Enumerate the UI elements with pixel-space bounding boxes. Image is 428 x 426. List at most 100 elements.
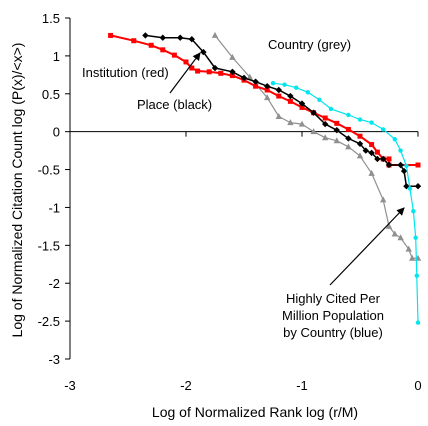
data-point [148, 42, 154, 48]
series-institution-line [110, 34, 418, 166]
x-axis: -3 -2 -1 0 [64, 131, 422, 393]
y-tick-label: -3 [48, 352, 60, 367]
y-tick-label: 0 [53, 125, 60, 140]
y-tick-label: -1.5 [38, 238, 60, 253]
data-point [317, 97, 322, 103]
data-point [282, 82, 287, 87]
data-point [333, 137, 340, 144]
data-point [310, 128, 317, 135]
data-point [368, 149, 375, 157]
data-point [397, 234, 404, 241]
data-point [409, 254, 416, 261]
data-point [386, 156, 392, 162]
data-point [415, 162, 421, 168]
data-point [356, 140, 364, 147]
x-tick-label: -2 [180, 378, 192, 393]
x-axis-title: Log of Normalized Rank log (r/M) [152, 404, 358, 420]
annotation-country: Country (grey) [268, 37, 351, 52]
data-point [195, 68, 201, 74]
data-point [142, 32, 149, 39]
annotation-institution: Institution (red) [82, 65, 169, 80]
data-point [392, 137, 397, 142]
data-point [415, 320, 421, 325]
annotation-place-arrow [169, 52, 201, 94]
data-point [211, 64, 219, 72]
series-layer [108, 31, 422, 325]
data-point [414, 273, 420, 278]
series-highly-cited [270, 80, 421, 325]
y-axis: -3 -2.5 -2 -1.5 -1 -0.5 0 0.5 1 1.5 [38, 11, 71, 367]
x-tick-label: -1 [296, 378, 308, 393]
y-tick-label: 0.5 [42, 87, 60, 102]
data-point [369, 120, 374, 125]
data-point [218, 70, 224, 76]
data-point [345, 143, 352, 150]
data-point [362, 147, 369, 154]
data-point [287, 119, 294, 126]
data-point [404, 163, 409, 168]
data-point [385, 222, 393, 229]
data-point [264, 94, 271, 101]
data-point [264, 83, 271, 90]
data-point [345, 135, 352, 142]
data-point [381, 127, 386, 132]
data-point [264, 87, 270, 93]
data-point [275, 86, 282, 94]
data-point [334, 120, 340, 126]
data-point [159, 34, 166, 41]
annotation-highly-cited-arrow [329, 207, 405, 286]
annotation-highly-cited-line: Highly Cited Per [286, 291, 381, 306]
data-point [211, 31, 219, 38]
data-point [328, 106, 334, 112]
data-point [108, 32, 114, 38]
data-point [229, 68, 236, 76]
data-point [400, 167, 408, 175]
annotation-highly-cited-line: Million Population [282, 308, 384, 323]
data-point [171, 52, 177, 58]
data-point [374, 155, 381, 163]
data-point [356, 152, 364, 159]
data-point [305, 90, 310, 95]
data-point [310, 109, 317, 116]
data-point [177, 34, 184, 41]
data-point [275, 113, 282, 120]
annotation-highly-cited-line: by Country (blue) [283, 325, 383, 340]
data-point [385, 161, 393, 169]
data-point [357, 133, 363, 139]
data-point [188, 36, 195, 43]
data-point [287, 98, 293, 104]
y-tick-label: 1.5 [42, 11, 60, 26]
annotations: Institution (red) Place (black) Country (g… [82, 37, 405, 340]
data-point [405, 245, 412, 252]
data-point [333, 126, 340, 134]
data-point [298, 120, 306, 127]
data-point [368, 169, 375, 176]
data-point [322, 120, 329, 128]
data-point [411, 209, 416, 214]
y-axis-title: Log of Normalized Citation Count log (P(… [9, 43, 25, 338]
data-point [270, 80, 276, 86]
data-point [240, 74, 248, 82]
series-place [142, 32, 422, 190]
y-tick-label: 1 [53, 49, 60, 64]
data-point [160, 47, 166, 53]
data-point [229, 73, 235, 79]
data-point [252, 78, 259, 85]
annotation-place: Place (black) [137, 97, 212, 112]
data-point [200, 48, 207, 56]
data-point [380, 155, 387, 163]
data-point [357, 117, 363, 122]
data-point [413, 235, 418, 240]
y-tick-label: -2.5 [38, 314, 60, 329]
data-point [346, 112, 351, 118]
data-point [294, 85, 299, 90]
data-point [276, 93, 282, 99]
data-point [189, 65, 195, 71]
data-point [131, 38, 137, 44]
data-point [398, 148, 403, 153]
data-point [414, 183, 422, 190]
data-point [206, 69, 212, 75]
data-point [345, 126, 351, 132]
data-point [183, 59, 189, 65]
data-point [369, 142, 375, 148]
